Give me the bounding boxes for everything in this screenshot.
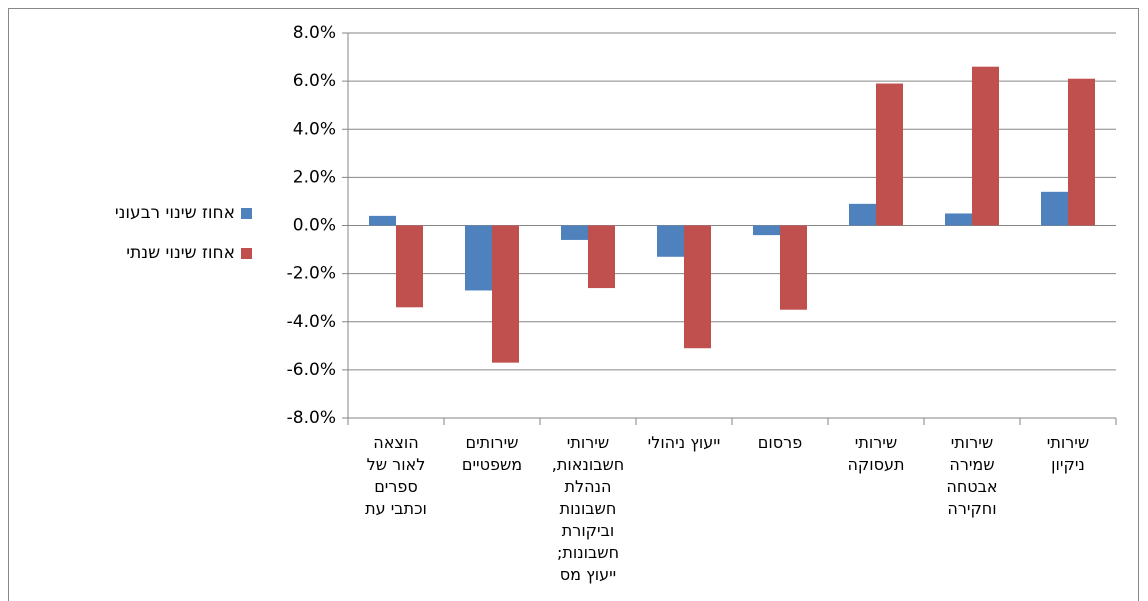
y-tick-label: -8.0% [287, 408, 336, 428]
bar [753, 225, 780, 236]
x-tick-label: שירותי חשבונאות, הנהלת חשבונות וביקורת ח… [551, 433, 625, 584]
legend-swatch [241, 247, 252, 259]
bar [465, 225, 492, 291]
bar [945, 213, 972, 226]
chart-frame [8, 8, 1139, 601]
y-tick-label: -4.0% [287, 312, 336, 332]
x-tick-label: שירותים משפטיים [461, 433, 523, 474]
y-tick-label: 0.0% [293, 216, 336, 236]
bar [492, 225, 519, 363]
bar [780, 225, 807, 310]
bar [1068, 78, 1095, 226]
bar [561, 225, 588, 240]
y-tick-label: 4.0% [293, 119, 336, 139]
y-tick-label: 2.0% [293, 167, 336, 187]
legend-swatch [241, 207, 252, 219]
bar [684, 225, 711, 349]
legend-item: אחוז שינוי רבעוני [115, 203, 252, 223]
legend-label: אחוז שינוי שנתי [126, 243, 235, 263]
bar [396, 225, 423, 308]
x-tick-label: הוצאה לאור של ספרים וכתבי עת [365, 433, 427, 518]
bar [657, 225, 684, 257]
legend-item: אחוז שינוי שנתי [126, 243, 252, 263]
y-tick-label: -2.0% [287, 264, 336, 284]
legend-label: אחוז שינוי רבעוני [114, 203, 235, 223]
y-tick-label: 8.0% [293, 23, 336, 43]
bar [972, 66, 999, 226]
bar [849, 203, 876, 226]
x-tick-label: שירותי תעסוקה [847, 433, 905, 474]
bar [1041, 191, 1068, 226]
y-tick-label: -6.0% [287, 360, 336, 380]
y-tick-label: 6.0% [293, 71, 336, 91]
bar [876, 83, 903, 226]
x-tick-label: ייעוץ ניהולי [647, 433, 721, 452]
x-tick-label: פרסום [757, 433, 803, 452]
x-tick-label: שירותי שמירה אבטחה וחקירה [946, 433, 998, 518]
bar [588, 225, 615, 289]
x-tick-label: שירותי ניקיון [1046, 433, 1090, 474]
bar [369, 215, 396, 226]
